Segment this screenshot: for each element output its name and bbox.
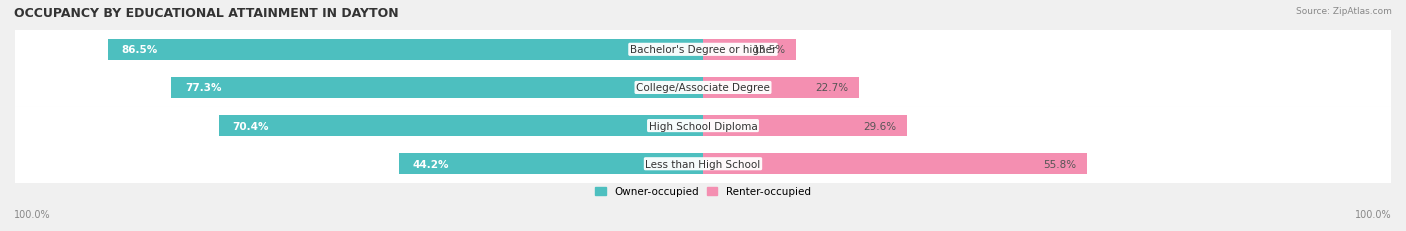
FancyBboxPatch shape bbox=[15, 107, 1391, 146]
Text: 100.0%: 100.0% bbox=[14, 210, 51, 219]
Text: 55.8%: 55.8% bbox=[1043, 159, 1077, 169]
Text: 13.5%: 13.5% bbox=[752, 45, 786, 55]
FancyBboxPatch shape bbox=[15, 145, 1391, 183]
Text: College/Associate Degree: College/Associate Degree bbox=[636, 83, 770, 93]
Bar bbox=[219, 116, 703, 137]
Bar bbox=[703, 40, 796, 61]
Bar bbox=[399, 154, 703, 174]
Bar bbox=[703, 78, 859, 98]
Text: Source: ZipAtlas.com: Source: ZipAtlas.com bbox=[1296, 7, 1392, 16]
Text: 70.4%: 70.4% bbox=[232, 121, 269, 131]
Text: High School Diploma: High School Diploma bbox=[648, 121, 758, 131]
Text: 100.0%: 100.0% bbox=[1355, 210, 1392, 219]
FancyBboxPatch shape bbox=[15, 69, 1391, 107]
Text: OCCUPANCY BY EDUCATIONAL ATTAINMENT IN DAYTON: OCCUPANCY BY EDUCATIONAL ATTAINMENT IN D… bbox=[14, 7, 399, 20]
Bar bbox=[172, 78, 703, 98]
Text: 86.5%: 86.5% bbox=[122, 45, 157, 55]
Bar bbox=[703, 116, 907, 137]
Text: 44.2%: 44.2% bbox=[413, 159, 449, 169]
Text: Less than High School: Less than High School bbox=[645, 159, 761, 169]
FancyBboxPatch shape bbox=[15, 31, 1391, 70]
Bar bbox=[703, 154, 1087, 174]
Text: 29.6%: 29.6% bbox=[863, 121, 897, 131]
Bar bbox=[108, 40, 703, 61]
Text: 77.3%: 77.3% bbox=[186, 83, 221, 93]
Text: Bachelor's Degree or higher: Bachelor's Degree or higher bbox=[630, 45, 776, 55]
Text: 22.7%: 22.7% bbox=[815, 83, 849, 93]
Legend: Owner-occupied, Renter-occupied: Owner-occupied, Renter-occupied bbox=[591, 182, 815, 201]
